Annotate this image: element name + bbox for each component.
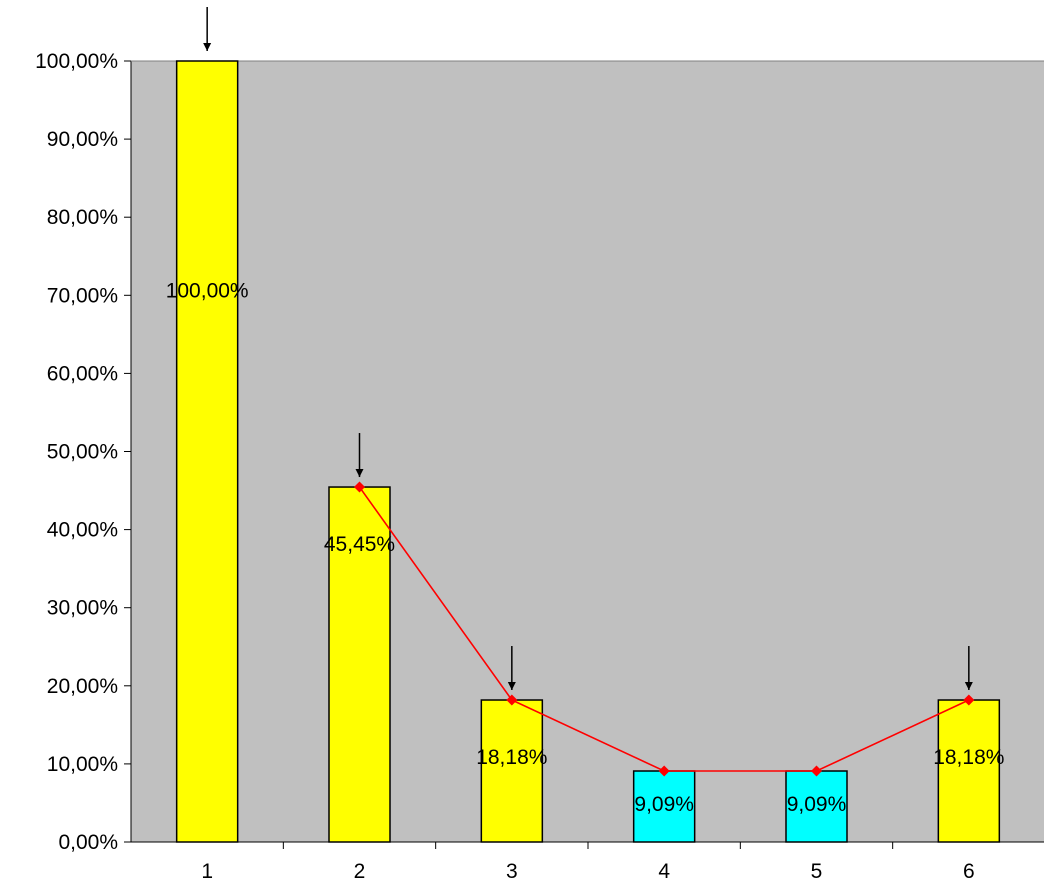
line-point-2 <box>354 481 365 493</box>
line-point-4 <box>658 765 670 777</box>
data-label: 18,18% <box>476 746 547 769</box>
x-tick-label: 2 <box>354 860 366 883</box>
data-label: 100,00% <box>166 279 249 302</box>
y-tick-label: 100,00% <box>35 50 118 73</box>
bar-3 <box>480 699 544 843</box>
x-tick-label: 6 <box>963 860 975 883</box>
y-tick-label: 40,00% <box>47 519 118 542</box>
line-point-3 <box>506 694 518 706</box>
arrow-head <box>203 43 212 51</box>
x-axis: 1 2 3 4 5 6 <box>131 841 1044 883</box>
arrow-head <box>964 682 973 691</box>
bar-2 <box>328 486 391 843</box>
data-label: 9,09% <box>787 793 847 816</box>
bar-5 <box>785 770 848 843</box>
line-point-6 <box>963 694 975 706</box>
line-series <box>354 481 975 777</box>
y-tick-label: 80,00% <box>47 206 118 229</box>
bar-4 <box>632 770 696 843</box>
y-tick-label: 30,00% <box>47 597 118 620</box>
y-tick-label: 90,00% <box>47 128 118 151</box>
y-tick-label: 60,00% <box>47 362 118 385</box>
y-tick-label: 50,00% <box>47 441 118 464</box>
y-axis: 0,00% 10,00% 20,00% 30,00% 40,00% 50,00% 60,00… <box>35 50 1044 854</box>
line-point-5 <box>811 765 822 777</box>
y-tick-label: 20,00% <box>47 675 118 698</box>
data-label: 18,18% <box>933 746 1004 769</box>
x-tick-label: 1 <box>201 860 213 883</box>
y-tick-label: 70,00% <box>47 284 118 307</box>
bar-6 <box>937 699 1001 843</box>
arrow-head <box>355 469 364 478</box>
x-tick-label: 4 <box>658 860 670 883</box>
data-label: 45,45% <box>324 533 395 556</box>
plot-area <box>131 61 1044 842</box>
data-labels: 100,00% 45,45% 18,18% 9,09% 9,09% 18,18% <box>166 279 1005 816</box>
data-label: 9,09% <box>634 793 694 816</box>
y-tick-label: 10,00% <box>47 753 118 776</box>
arrow-markers <box>203 7 973 691</box>
bars <box>175 60 1001 843</box>
y-tick-label: 0,00% <box>58 831 118 854</box>
x-tick-label: 3 <box>506 860 518 883</box>
arrow-head <box>507 682 516 691</box>
x-tick-label: 5 <box>811 860 823 883</box>
bar-1 <box>175 60 239 843</box>
